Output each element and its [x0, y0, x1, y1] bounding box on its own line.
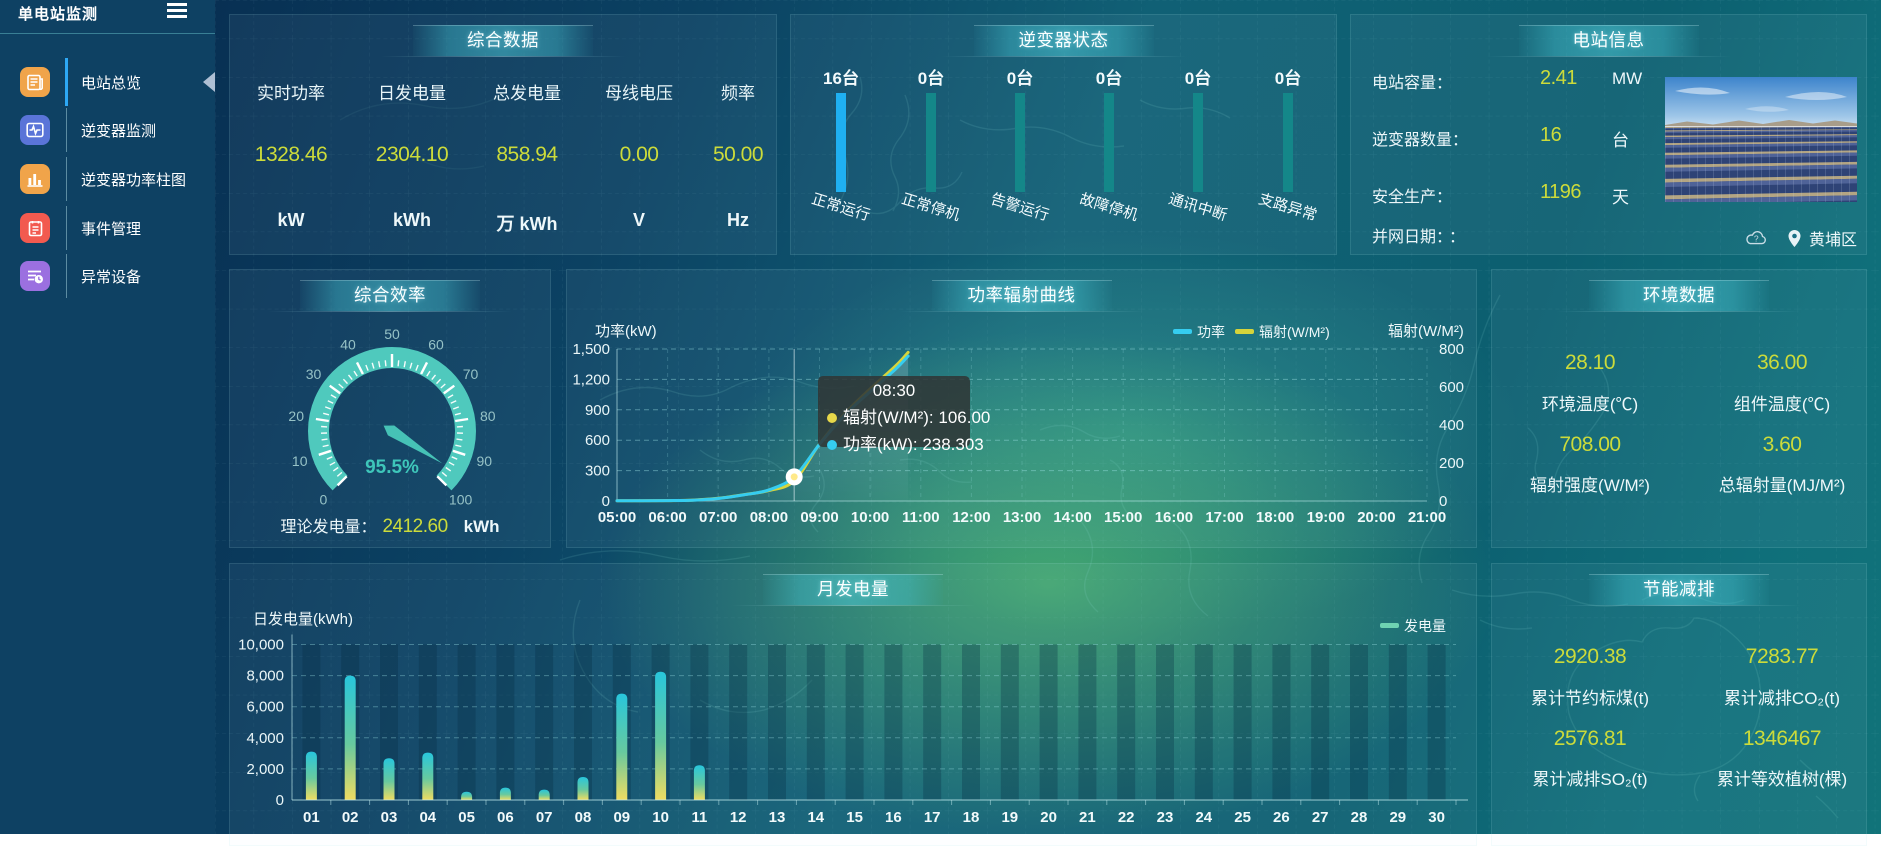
svg-text:50: 50 [384, 326, 400, 342]
svg-text:15: 15 [846, 809, 863, 826]
svg-text:13: 13 [769, 809, 786, 826]
svg-text:23: 23 [1157, 809, 1174, 826]
svg-text:10: 10 [292, 453, 308, 469]
svg-text:8,000: 8,000 [246, 668, 284, 685]
svg-text:2,000: 2,000 [246, 761, 284, 778]
svg-text:20: 20 [288, 408, 304, 424]
svg-text:800: 800 [1439, 341, 1464, 358]
svg-text:18: 18 [963, 809, 980, 826]
svg-text:0: 0 [1439, 493, 1447, 510]
svg-text:04: 04 [419, 809, 436, 826]
svg-text:30: 30 [1428, 809, 1445, 826]
svg-text:30: 30 [306, 366, 322, 382]
svg-text:08: 08 [575, 809, 592, 826]
svg-text:300: 300 [585, 463, 610, 480]
svg-text:900: 900 [585, 402, 610, 419]
svg-text:06: 06 [497, 809, 514, 826]
svg-text:03: 03 [381, 809, 398, 826]
svg-text:60: 60 [428, 337, 444, 353]
svg-text:90: 90 [477, 453, 493, 469]
svg-text:05: 05 [458, 809, 475, 826]
svg-text:13:00: 13:00 [1003, 509, 1041, 526]
svg-text:26: 26 [1273, 809, 1290, 826]
svg-text:40: 40 [340, 337, 356, 353]
svg-text:08:00: 08:00 [750, 509, 788, 526]
svg-text:07: 07 [536, 809, 553, 826]
svg-text:6,000: 6,000 [246, 699, 284, 716]
svg-text:1,500: 1,500 [572, 341, 610, 358]
svg-text:20: 20 [1040, 809, 1057, 826]
svg-text:80: 80 [480, 408, 496, 424]
svg-text:25: 25 [1234, 809, 1251, 826]
svg-text:16: 16 [885, 809, 902, 826]
svg-text:17:00: 17:00 [1205, 509, 1243, 526]
svg-text:400: 400 [1439, 417, 1464, 434]
svg-text:15:00: 15:00 [1104, 509, 1142, 526]
svg-text:200: 200 [1439, 455, 1464, 472]
svg-text:14:00: 14:00 [1053, 509, 1091, 526]
svg-text:10:00: 10:00 [851, 509, 889, 526]
svg-text:20:00: 20:00 [1357, 509, 1395, 526]
svg-text:600: 600 [585, 432, 610, 449]
svg-text:28: 28 [1351, 809, 1368, 826]
svg-text:10: 10 [652, 809, 669, 826]
svg-text:14: 14 [807, 809, 824, 826]
svg-text:100: 100 [449, 492, 473, 508]
svg-text:09: 09 [613, 809, 630, 826]
svg-text:17: 17 [924, 809, 941, 826]
svg-text:4,000: 4,000 [246, 730, 284, 747]
svg-text:19:00: 19:00 [1307, 509, 1345, 526]
svg-text:05:00: 05:00 [598, 509, 636, 526]
svg-text:01: 01 [303, 809, 320, 826]
svg-text:?: ? [1754, 234, 1759, 244]
svg-text:16:00: 16:00 [1155, 509, 1193, 526]
svg-text:19: 19 [1001, 809, 1018, 826]
svg-text:10,000: 10,000 [238, 637, 284, 654]
svg-text:70: 70 [463, 366, 479, 382]
svg-text:06:00: 06:00 [648, 509, 686, 526]
svg-text:09:00: 09:00 [800, 509, 838, 526]
svg-text:21:00: 21:00 [1408, 509, 1446, 526]
svg-text:21: 21 [1079, 809, 1096, 826]
svg-text:24: 24 [1195, 809, 1212, 826]
svg-text:0: 0 [602, 493, 610, 510]
svg-text:29: 29 [1389, 809, 1406, 826]
svg-text:22: 22 [1118, 809, 1135, 826]
svg-text:02: 02 [342, 809, 359, 826]
svg-text:600: 600 [1439, 379, 1464, 396]
svg-text:1,200: 1,200 [572, 371, 610, 388]
svg-text:07:00: 07:00 [699, 509, 737, 526]
svg-text:12: 12 [730, 809, 747, 826]
svg-text:11: 11 [691, 809, 707, 826]
svg-text:11:00: 11:00 [902, 509, 940, 526]
svg-text:0: 0 [276, 792, 284, 809]
svg-text:12:00: 12:00 [952, 509, 990, 526]
svg-text:18:00: 18:00 [1256, 509, 1294, 526]
svg-text:27: 27 [1312, 809, 1329, 826]
svg-text:0: 0 [320, 492, 328, 508]
svg-text:95.5%: 95.5% [365, 457, 419, 478]
